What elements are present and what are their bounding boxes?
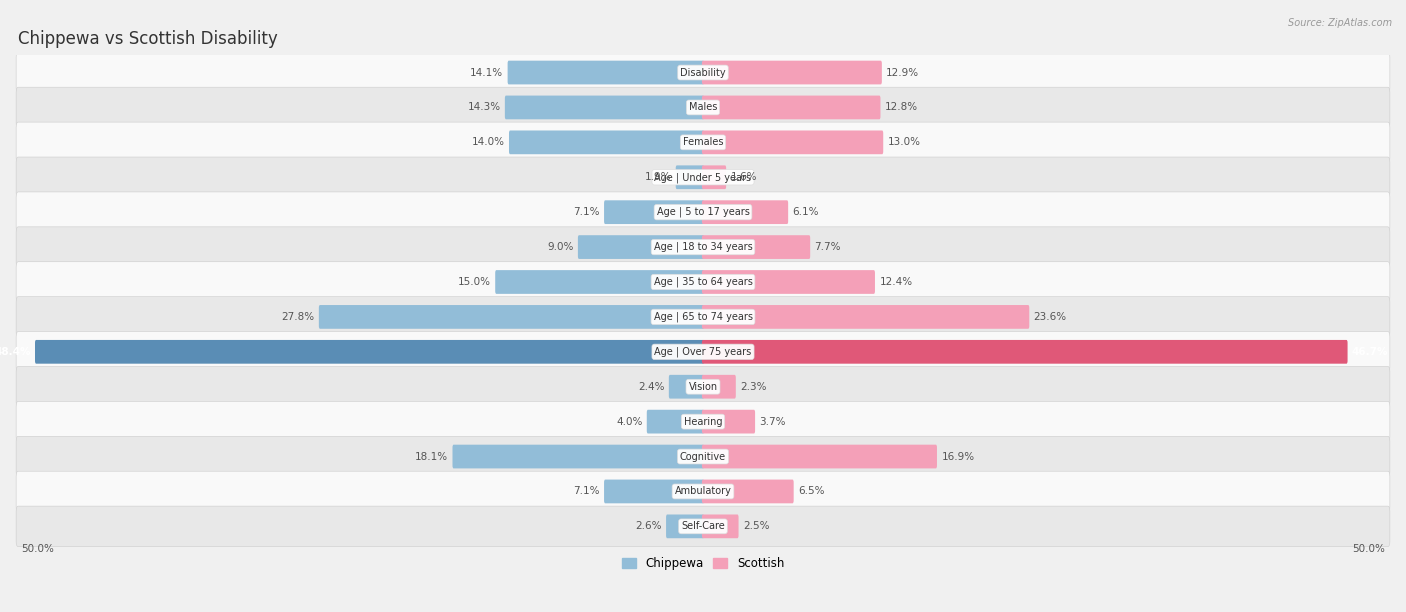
Text: 27.8%: 27.8% — [281, 312, 315, 322]
FancyBboxPatch shape — [453, 445, 704, 468]
Text: 50.0%: 50.0% — [21, 544, 53, 554]
Legend: Chippewa, Scottish: Chippewa, Scottish — [617, 552, 789, 575]
Text: Males: Males — [689, 102, 717, 113]
FancyBboxPatch shape — [15, 436, 1391, 477]
Text: 14.0%: 14.0% — [471, 137, 505, 147]
FancyBboxPatch shape — [702, 235, 810, 259]
Text: 16.9%: 16.9% — [942, 452, 974, 461]
FancyBboxPatch shape — [702, 270, 875, 294]
Text: 2.3%: 2.3% — [740, 382, 766, 392]
Text: Source: ZipAtlas.com: Source: ZipAtlas.com — [1288, 18, 1392, 28]
FancyBboxPatch shape — [605, 480, 704, 503]
FancyBboxPatch shape — [15, 122, 1391, 163]
Text: 2.4%: 2.4% — [638, 382, 665, 392]
Text: 18.1%: 18.1% — [415, 452, 449, 461]
Text: 1.9%: 1.9% — [645, 172, 671, 182]
FancyBboxPatch shape — [676, 165, 704, 189]
Text: 13.0%: 13.0% — [887, 137, 921, 147]
FancyBboxPatch shape — [505, 95, 704, 119]
Text: 46.7%: 46.7% — [1353, 347, 1389, 357]
FancyBboxPatch shape — [702, 445, 936, 468]
FancyBboxPatch shape — [702, 340, 1347, 364]
FancyBboxPatch shape — [509, 130, 704, 154]
Text: 12.9%: 12.9% — [886, 67, 920, 78]
Text: Ambulatory: Ambulatory — [675, 487, 731, 496]
Text: 12.4%: 12.4% — [879, 277, 912, 287]
FancyBboxPatch shape — [15, 87, 1391, 128]
Text: 14.1%: 14.1% — [470, 67, 503, 78]
Text: 9.0%: 9.0% — [547, 242, 574, 252]
Text: 2.5%: 2.5% — [742, 521, 769, 531]
FancyBboxPatch shape — [669, 375, 704, 398]
Text: Age | 65 to 74 years: Age | 65 to 74 years — [654, 312, 752, 322]
Text: Age | Over 75 years: Age | Over 75 years — [654, 346, 752, 357]
FancyBboxPatch shape — [495, 270, 704, 294]
FancyBboxPatch shape — [666, 515, 704, 538]
FancyBboxPatch shape — [15, 52, 1391, 93]
Text: Females: Females — [683, 137, 723, 147]
FancyBboxPatch shape — [15, 297, 1391, 337]
Text: Hearing: Hearing — [683, 417, 723, 427]
Text: 3.7%: 3.7% — [759, 417, 786, 427]
Text: 7.1%: 7.1% — [574, 487, 599, 496]
FancyBboxPatch shape — [15, 262, 1391, 302]
Text: Cognitive: Cognitive — [681, 452, 725, 461]
Text: 7.1%: 7.1% — [574, 207, 599, 217]
FancyBboxPatch shape — [35, 340, 704, 364]
FancyBboxPatch shape — [15, 192, 1391, 233]
FancyBboxPatch shape — [702, 130, 883, 154]
Text: 4.0%: 4.0% — [616, 417, 643, 427]
FancyBboxPatch shape — [702, 61, 882, 84]
Text: 2.6%: 2.6% — [636, 521, 662, 531]
FancyBboxPatch shape — [702, 410, 755, 433]
FancyBboxPatch shape — [15, 506, 1391, 547]
FancyBboxPatch shape — [578, 235, 704, 259]
Text: Age | 35 to 64 years: Age | 35 to 64 years — [654, 277, 752, 287]
FancyBboxPatch shape — [702, 305, 1029, 329]
Text: Chippewa vs Scottish Disability: Chippewa vs Scottish Disability — [18, 30, 278, 48]
FancyBboxPatch shape — [508, 61, 704, 84]
FancyBboxPatch shape — [702, 200, 789, 224]
FancyBboxPatch shape — [15, 227, 1391, 267]
Text: Self-Care: Self-Care — [681, 521, 725, 531]
FancyBboxPatch shape — [15, 367, 1391, 407]
Text: Age | 5 to 17 years: Age | 5 to 17 years — [657, 207, 749, 217]
Text: 6.1%: 6.1% — [793, 207, 820, 217]
Text: Age | Under 5 years: Age | Under 5 years — [654, 172, 752, 182]
Text: 12.8%: 12.8% — [884, 102, 918, 113]
Text: Disability: Disability — [681, 67, 725, 78]
FancyBboxPatch shape — [15, 401, 1391, 442]
Text: 48.4%: 48.4% — [0, 347, 31, 357]
FancyBboxPatch shape — [15, 471, 1391, 512]
Text: Age | 18 to 34 years: Age | 18 to 34 years — [654, 242, 752, 252]
Text: 7.7%: 7.7% — [814, 242, 841, 252]
Text: 1.6%: 1.6% — [731, 172, 756, 182]
FancyBboxPatch shape — [702, 375, 735, 398]
Text: 6.5%: 6.5% — [799, 487, 824, 496]
FancyBboxPatch shape — [647, 410, 704, 433]
Text: 15.0%: 15.0% — [458, 277, 491, 287]
Text: Vision: Vision — [689, 382, 717, 392]
FancyBboxPatch shape — [702, 95, 880, 119]
FancyBboxPatch shape — [702, 515, 738, 538]
Text: 23.6%: 23.6% — [1033, 312, 1067, 322]
FancyBboxPatch shape — [605, 200, 704, 224]
FancyBboxPatch shape — [15, 332, 1391, 372]
Text: 14.3%: 14.3% — [467, 102, 501, 113]
FancyBboxPatch shape — [702, 480, 793, 503]
FancyBboxPatch shape — [15, 157, 1391, 198]
FancyBboxPatch shape — [319, 305, 704, 329]
FancyBboxPatch shape — [702, 165, 725, 189]
Text: 50.0%: 50.0% — [1353, 544, 1385, 554]
